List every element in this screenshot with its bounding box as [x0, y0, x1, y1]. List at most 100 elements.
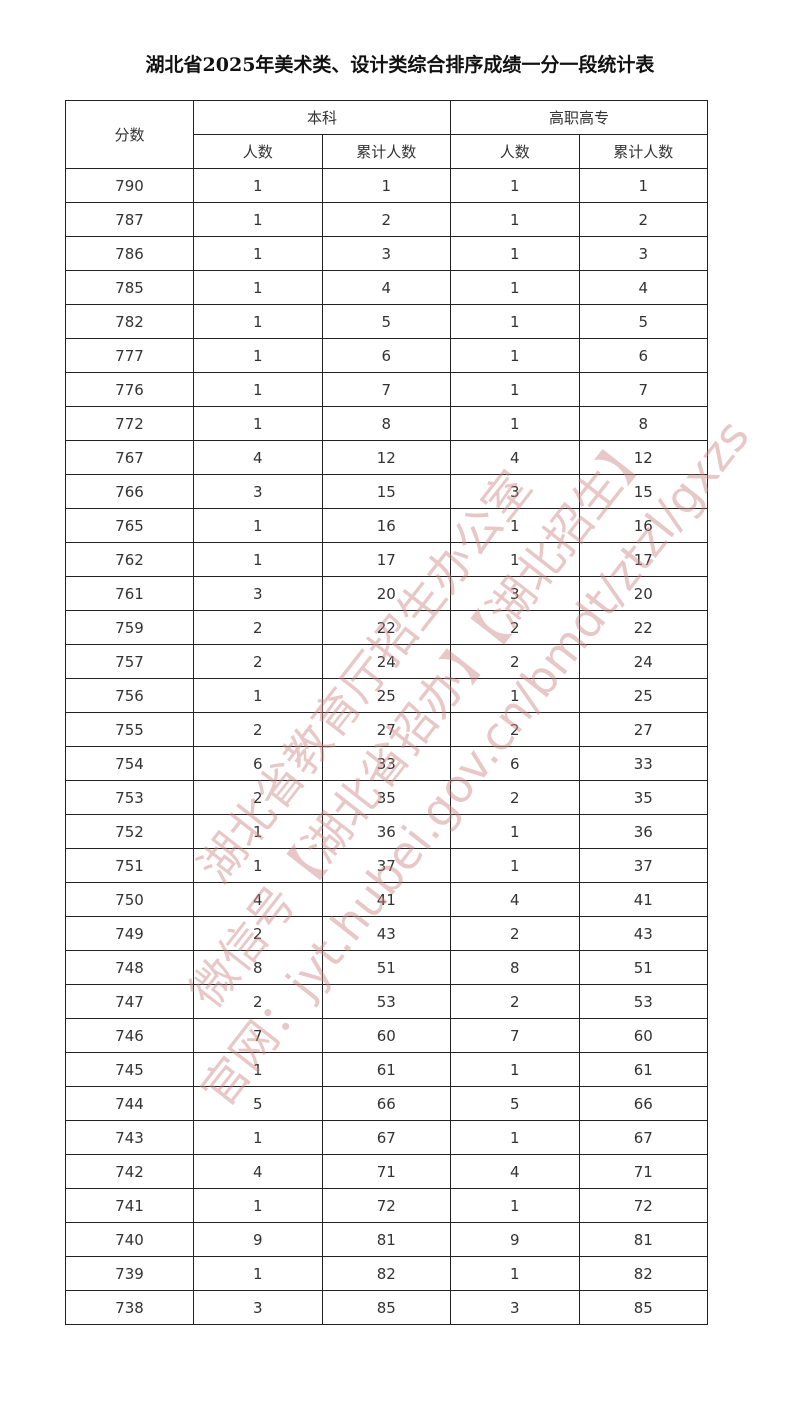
cell-vocational-cumulative: 25 [578, 678, 708, 713]
cell-score: 740 [65, 1222, 194, 1257]
table-row: 765 1 16 1 16 [65, 508, 708, 543]
table-row: 756 1 25 1 25 [65, 678, 708, 713]
cell-vocational-count: 1 [450, 848, 580, 883]
cell-score: 786 [65, 236, 194, 271]
cell-score: 767 [65, 440, 194, 475]
table-row: 748 8 51 8 51 [65, 950, 708, 985]
cell-vocational-cumulative: 41 [578, 882, 708, 917]
cell-undergrad-count: 2 [193, 610, 323, 645]
cell-undergrad-count: 1 [193, 304, 323, 339]
cell-vocational-cumulative: 24 [578, 644, 708, 679]
cell-undergrad-count: 7 [193, 1018, 323, 1053]
cell-vocational-count: 4 [450, 882, 580, 917]
cell-undergrad-cumulative: 3 [321, 236, 451, 271]
cell-undergrad-count: 1 [193, 678, 323, 713]
table-row: 772 1 8 1 8 [65, 406, 708, 441]
table-row: 739 1 82 1 82 [65, 1256, 708, 1291]
cell-undergrad-count: 1 [193, 848, 323, 883]
table-row: 786 1 3 1 3 [65, 236, 708, 271]
cell-vocational-cumulative: 35 [578, 780, 708, 815]
cell-score: 790 [65, 168, 194, 203]
cell-undergrad-cumulative: 24 [321, 644, 451, 679]
table-row: 741 1 72 1 72 [65, 1188, 708, 1223]
cell-score: 759 [65, 610, 194, 645]
cell-vocational-cumulative: 60 [578, 1018, 708, 1053]
cell-vocational-cumulative: 53 [578, 984, 708, 1019]
cell-undergrad-cumulative: 27 [321, 712, 451, 747]
cell-vocational-cumulative: 81 [578, 1222, 708, 1257]
cell-score: 743 [65, 1120, 194, 1155]
cell-score: 756 [65, 678, 194, 713]
cell-score: 777 [65, 338, 194, 373]
cell-vocational-count: 1 [450, 236, 580, 271]
cell-undergrad-count: 1 [193, 508, 323, 543]
cell-vocational-count: 2 [450, 984, 580, 1019]
cell-undergrad-count: 2 [193, 916, 323, 951]
cell-score: 782 [65, 304, 194, 339]
cell-vocational-count: 6 [450, 746, 580, 781]
table-row: 761 3 20 3 20 [65, 576, 708, 611]
cell-undergrad-count: 1 [193, 406, 323, 441]
cell-vocational-cumulative: 61 [578, 1052, 708, 1087]
cell-vocational-cumulative: 7 [578, 372, 708, 407]
cell-undergrad-count: 1 [193, 372, 323, 407]
cell-vocational-count: 1 [450, 168, 580, 203]
cell-vocational-cumulative: 2 [578, 202, 708, 237]
cell-score: 765 [65, 508, 194, 543]
cell-vocational-count: 8 [450, 950, 580, 985]
table-row: 787 1 2 1 2 [65, 202, 708, 237]
cell-undergrad-cumulative: 2 [321, 202, 451, 237]
cell-score: 776 [65, 372, 194, 407]
cell-undergrad-count: 6 [193, 746, 323, 781]
cell-score: 739 [65, 1256, 194, 1291]
table-row: 738 3 85 3 85 [65, 1290, 708, 1325]
cell-score: 762 [65, 542, 194, 577]
cell-undergrad-count: 4 [193, 882, 323, 917]
cell-undergrad-cumulative: 5 [321, 304, 451, 339]
cell-undergrad-cumulative: 37 [321, 848, 451, 883]
cell-undergrad-count: 8 [193, 950, 323, 985]
table-row: 742 4 71 4 71 [65, 1154, 708, 1189]
cell-score: 742 [65, 1154, 194, 1189]
table-row: 751 1 37 1 37 [65, 848, 708, 883]
cell-vocational-cumulative: 66 [578, 1086, 708, 1121]
cell-undergrad-cumulative: 81 [321, 1222, 451, 1257]
cell-score: 787 [65, 202, 194, 237]
cell-vocational-count: 1 [450, 372, 580, 407]
cell-undergrad-cumulative: 67 [321, 1120, 451, 1155]
cell-vocational-cumulative: 20 [578, 576, 708, 611]
cell-undergrad-count: 9 [193, 1222, 323, 1257]
cell-score: 738 [65, 1290, 194, 1325]
cell-undergrad-count: 1 [193, 1188, 323, 1223]
page-title: 湖北省2025年美术类、设计类综合排序成绩一分一段统计表 [145, 54, 655, 76]
cell-vocational-count: 7 [450, 1018, 580, 1053]
table-row: 745 1 61 1 61 [65, 1052, 708, 1087]
table-row: 755 2 27 2 27 [65, 712, 708, 747]
cell-undergrad-cumulative: 66 [321, 1086, 451, 1121]
cell-vocational-count: 3 [450, 1290, 580, 1325]
cell-score: 753 [65, 780, 194, 815]
cell-undergrad-count: 4 [193, 1154, 323, 1189]
cell-undergrad-cumulative: 1 [321, 168, 451, 203]
cell-undergrad-cumulative: 82 [321, 1256, 451, 1291]
table-row: 776 1 7 1 7 [65, 372, 708, 407]
cell-undergrad-count: 2 [193, 644, 323, 679]
cell-undergrad-cumulative: 4 [321, 270, 451, 305]
cell-undergrad-count: 1 [193, 236, 323, 271]
cell-vocational-count: 1 [450, 1120, 580, 1155]
cell-vocational-count: 4 [450, 1154, 580, 1189]
cell-vocational-count: 2 [450, 916, 580, 951]
cell-vocational-cumulative: 33 [578, 746, 708, 781]
cell-undergrad-count: 2 [193, 984, 323, 1019]
table-row: 743 1 67 1 67 [65, 1120, 708, 1155]
cell-score: 751 [65, 848, 194, 883]
header-vocational: 高职高专 [450, 100, 708, 135]
cell-vocational-count: 1 [450, 508, 580, 543]
cell-undergrad-cumulative: 71 [321, 1154, 451, 1189]
cell-score: 755 [65, 712, 194, 747]
cell-vocational-count: 1 [450, 406, 580, 441]
header-undergrad-cumulative: 累计人数 [321, 134, 451, 169]
cell-undergrad-cumulative: 6 [321, 338, 451, 373]
cell-score: 741 [65, 1188, 194, 1223]
score-distribution-table: 分数 本科 高职高专 人数 累计人数 人数 累计人数 790 1 1 1 1 787 1 2 1… [65, 100, 708, 1325]
